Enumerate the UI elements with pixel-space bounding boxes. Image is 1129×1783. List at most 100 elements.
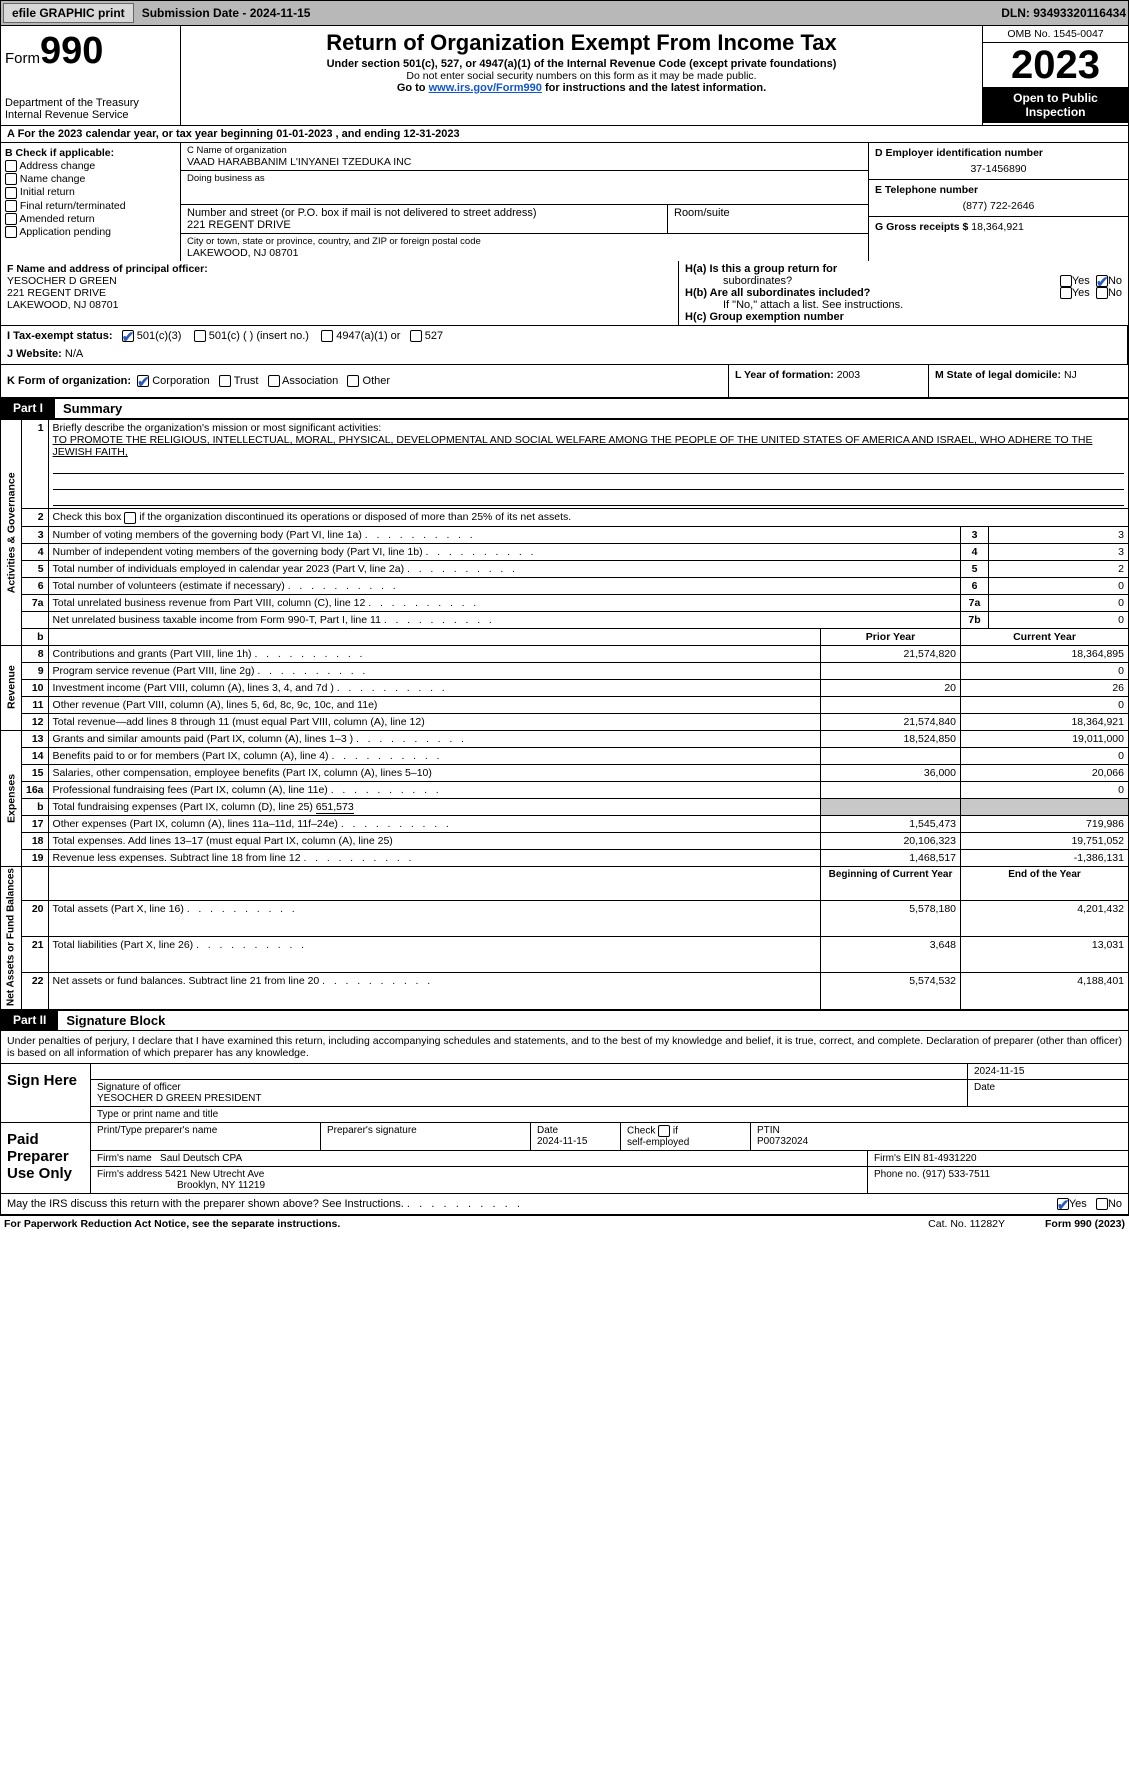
firm-ein-cell: Firm's EIN 81-4931220 [868, 1151, 1128, 1166]
firm-address-label: Firm's address [97, 1169, 165, 1180]
527-checkbox[interactable] [410, 330, 422, 342]
line-18-prior: 20,106,323 [821, 832, 961, 849]
line-22-text: Net assets or fund balances. Subtract li… [48, 973, 820, 1009]
line-6-label: Total number of volunteers (estimate if … [53, 580, 396, 592]
line-15-label: Salaries, other compensation, employee b… [53, 767, 432, 779]
amended-return-label: Amended return [19, 213, 94, 225]
city-cell: City or town, state or province, country… [181, 234, 868, 261]
ha-no-checkbox[interactable] [1096, 275, 1108, 287]
line-4-text: Number of independent voting members of … [48, 543, 960, 560]
preparer-signature-label: Preparer's signature [321, 1123, 531, 1150]
line-16b-current-shaded [961, 798, 1129, 815]
paid-preparer-cells: Print/Type preparer's name Preparer's si… [91, 1123, 1128, 1193]
line-2-checkbox[interactable] [124, 512, 136, 524]
line-19-label: Revenue less expenses. Subtract line 18 … [53, 852, 412, 864]
line-7a-label: Total unrelated business revenue from Pa… [53, 597, 477, 609]
discuss-yes: Yes [1069, 1198, 1087, 1210]
subtitle-1: Under section 501(c), 527, or 4947(a)(1)… [185, 58, 978, 70]
na-spacer-num [22, 866, 49, 900]
box-i: I Tax-exempt status: 501(c)(3) 501(c) ( … [7, 330, 1121, 342]
prior-year-header: Prior Year [821, 628, 961, 645]
line-22-prior: 5,574,532 [821, 973, 961, 1009]
line-17-label: Other expenses (Part IX, column (A), lin… [53, 818, 449, 830]
application-pending-label: Application pending [19, 226, 111, 238]
discuss-no-checkbox[interactable] [1096, 1198, 1108, 1210]
na-spacer [48, 866, 820, 900]
trust-checkbox[interactable] [219, 375, 231, 387]
line-18-current: 19,751,052 [961, 832, 1129, 849]
initial-return-checkbox[interactable] [5, 187, 17, 199]
other-label: Other [363, 375, 391, 387]
box-c: C Name of organization VAAD HARABBANIM L… [181, 143, 868, 261]
form-990: 990 [40, 30, 103, 72]
4947-checkbox[interactable] [321, 330, 333, 342]
line-3-label: Number of voting members of the governin… [53, 529, 473, 541]
application-pending-checkbox[interactable] [5, 226, 17, 238]
tab-expenses: Expenses [1, 730, 22, 866]
tax-exempt-label: I Tax-exempt status: [7, 330, 113, 342]
ha-line: H(a) Is this a group return for [685, 263, 1122, 275]
box-m: M State of legal domicile: NJ [928, 365, 1128, 397]
line-19-current: -1,386,131 [961, 849, 1129, 866]
association-checkbox[interactable] [268, 375, 280, 387]
corporation-checkbox[interactable] [137, 375, 149, 387]
discuss-yes-checkbox[interactable] [1057, 1198, 1069, 1210]
501c3-checkbox[interactable] [122, 330, 134, 342]
line-12-label: Total revenue—add lines 8 through 11 (mu… [53, 716, 425, 728]
box-e: E Telephone number (877) 722-2646 [869, 180, 1128, 217]
org-name: VAAD HARABBANIM L'INYANEI TZEDUKA INC [187, 156, 862, 168]
line-7a-val: 0 [989, 594, 1129, 611]
line-9-label: Program service revenue (Part VIII, line… [53, 665, 366, 677]
firm-phone-label: Phone no. [874, 1169, 922, 1180]
self-employed-checkbox[interactable] [658, 1125, 670, 1137]
amended-return-checkbox[interactable] [5, 213, 17, 225]
efile-graphic-print-button[interactable]: efile GRAPHIC print [3, 3, 134, 23]
address-change-checkbox[interactable] [5, 160, 17, 172]
line-17-num: 17 [22, 815, 49, 832]
final-return-checkbox[interactable] [5, 200, 17, 212]
hb-no-checkbox[interactable] [1096, 287, 1108, 299]
line-7b-text: Net unrelated business taxable income fr… [48, 611, 960, 628]
line-11-current: 0 [961, 696, 1129, 713]
box-de: D Employer identification number 37-1456… [868, 143, 1128, 261]
line-20-current: 4,201,432 [961, 900, 1129, 936]
hb-label: H(b) Are all subordinates included? [685, 287, 870, 299]
tab-net-assets: Net Assets or Fund Balances [1, 866, 22, 1009]
501c-checkbox[interactable] [194, 330, 206, 342]
line-14-prior [821, 747, 961, 764]
prep-date-label: Date [537, 1125, 558, 1136]
line-19-text: Revenue less expenses. Subtract line 18 … [48, 849, 820, 866]
room-suite-label: Room/suite [674, 207, 862, 219]
officer-street: 221 REGENT DRIVE [7, 287, 672, 299]
line-7b-ref: 7b [961, 611, 989, 628]
name-change-checkbox[interactable] [5, 173, 17, 185]
irs-link[interactable]: www.irs.gov/Form990 [429, 82, 542, 94]
type-print-label: Type or print name and title [91, 1107, 1128, 1122]
name-change-label: Name change [20, 173, 85, 185]
line-22-num: 22 [22, 973, 49, 1009]
line-17-current: 719,986 [961, 815, 1129, 832]
line-8-num: 8 [22, 645, 49, 662]
line-4-val: 3 [989, 543, 1129, 560]
subtitle-2: Do not enter social security numbers on … [185, 70, 978, 82]
paid-preparer-label: Paid Preparer Use Only [1, 1123, 91, 1193]
line-16b-num: b [22, 798, 49, 815]
mission-blank-2 [53, 476, 1124, 490]
ha-yes-checkbox[interactable] [1060, 275, 1072, 287]
line-5-label: Total number of individuals employed in … [53, 563, 515, 575]
gross-receipts-label: G Gross receipts $ [875, 221, 971, 233]
street-value: 221 REGENT DRIVE [187, 219, 661, 231]
instructions-line: Go to www.irs.gov/Form990 for instructio… [185, 82, 978, 94]
line-6-num: 6 [22, 577, 49, 594]
line-12-prior: 21,574,840 [821, 713, 961, 730]
mission-blank-1 [53, 460, 1124, 474]
line-10-num: 10 [22, 679, 49, 696]
part-2-num: Part II [1, 1011, 58, 1030]
entity-block: B Check if applicable: Address change Na… [0, 143, 1129, 261]
phone-label: E Telephone number [875, 184, 1122, 196]
line-21-prior: 3,648 [821, 937, 961, 973]
date-label-1: Date [968, 1080, 1128, 1106]
hb-yes-checkbox[interactable] [1060, 287, 1072, 299]
box-b: B Check if applicable: Address change Na… [1, 143, 181, 261]
other-checkbox[interactable] [347, 375, 359, 387]
